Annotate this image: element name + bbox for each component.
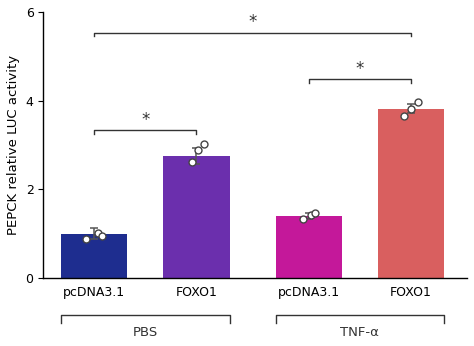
Bar: [378, 109, 444, 278]
Text: PBS: PBS: [133, 326, 158, 339]
Text: *: *: [248, 13, 257, 31]
Bar: [275, 216, 342, 278]
Bar: [163, 156, 229, 278]
Y-axis label: PEPCK relative LUC activity: PEPCK relative LUC activity: [7, 55, 20, 235]
Bar: [61, 234, 128, 278]
Text: TNF-α: TNF-α: [340, 326, 379, 339]
Text: *: *: [356, 60, 364, 78]
Text: *: *: [141, 111, 149, 129]
